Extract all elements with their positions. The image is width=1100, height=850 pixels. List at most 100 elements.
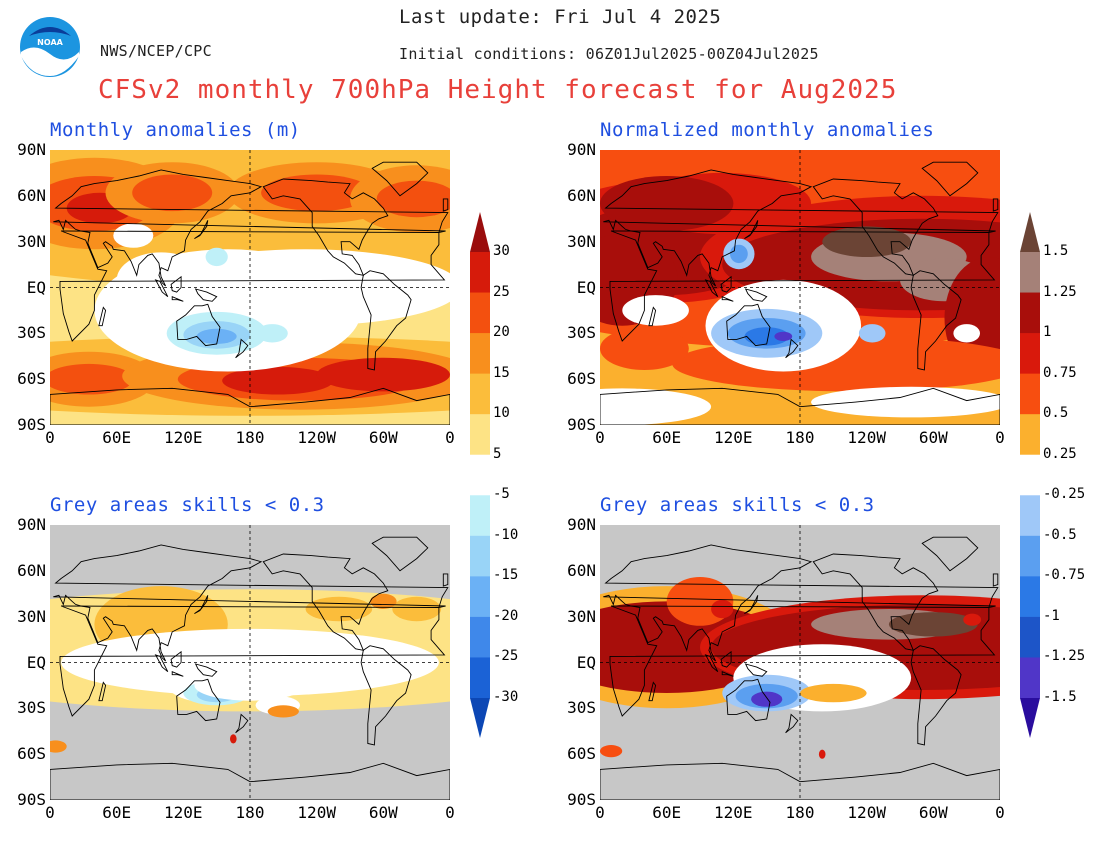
colorbar-swatch: [1020, 454, 1040, 496]
anomaly-contour: [800, 683, 867, 703]
colorbar-swatch: [1020, 495, 1040, 537]
lon-tick-label: 0: [45, 803, 55, 822]
lat-tick-label: 60S: [567, 744, 596, 764]
lon-tick-label: 120E: [714, 428, 753, 447]
colorbar-swatch: [1020, 535, 1040, 577]
lon-tick-label: 0: [595, 803, 605, 822]
coastline: [704, 654, 719, 673]
colorbar-swatch: [1020, 252, 1040, 294]
lon-tick-label: 60W: [368, 428, 398, 447]
colorbar-swatch: [470, 292, 490, 334]
coastline: [744, 288, 768, 302]
lon-tick-label: 180: [785, 428, 815, 447]
colorbar-label: 0.5: [1043, 405, 1069, 422]
anomaly-contour: [132, 174, 213, 212]
colorbar-swatch: [470, 576, 490, 618]
lat-tick-label: EQ: [576, 277, 596, 297]
anomaly-contour: [600, 745, 623, 758]
colorbar-normalized-anomaly: [1020, 212, 1040, 738]
colorbar-swatch: [470, 373, 490, 415]
coastline: [262, 553, 389, 651]
anomaly-contour: [205, 247, 228, 267]
anomaly-contour: [194, 670, 306, 701]
lat-tick-label: 90S: [567, 415, 596, 434]
lat-tick-label: 30N: [17, 231, 46, 251]
coastline: [744, 595, 759, 614]
coastline: [59, 230, 446, 342]
coastline: [992, 198, 999, 212]
anomaly-contour: [751, 691, 783, 707]
colorbar-label: 0.75: [1043, 364, 1077, 381]
lon-tick-label: 180: [785, 803, 815, 822]
anomaly-contour: [822, 226, 912, 257]
colorbar-bottom-arrow: [1020, 698, 1040, 738]
anomaly-contour: [600, 327, 689, 370]
coastline: [59, 605, 446, 717]
anomaly-contour: [811, 386, 1000, 418]
map-panel-monthly-anomalies: [50, 150, 450, 425]
anomaly-contour: [963, 613, 982, 626]
page-title: CFSv2 monthly 700hPa Height forecast for…: [98, 75, 898, 105]
coastline: [910, 645, 962, 746]
colorbar-label: 10: [493, 405, 510, 422]
lat-tick-label: EQ: [26, 277, 46, 297]
coastline: [785, 713, 799, 734]
lon-tick-label: 60W: [368, 803, 398, 822]
anomaly-contour: [267, 705, 299, 718]
anomaly-contour: [50, 740, 67, 753]
anomaly-contour: [888, 612, 978, 637]
map-panel-skill-masked-normalized: [600, 525, 1000, 800]
colorbar-swatch: [470, 535, 490, 577]
lat-tick-label: 90N: [17, 515, 46, 534]
coastline: [194, 288, 218, 302]
anomaly-contour: [744, 327, 789, 346]
coastline: [98, 306, 107, 327]
lat-tick-label: 30N: [567, 231, 596, 251]
colorbar-label: -1.5: [1043, 689, 1077, 705]
coastline: [720, 650, 732, 668]
anomaly-contour: [256, 324, 288, 343]
lat-tick-label: 30N: [567, 606, 596, 626]
colorbar-label: 1: [1043, 324, 1052, 341]
map-panel-normalized-anomalies: [600, 150, 1000, 425]
coastline: [371, 161, 429, 197]
anomaly-contour: [230, 734, 237, 744]
map-panel-skill-masked-anomalies: [50, 525, 450, 800]
coastline: [53, 544, 449, 662]
colorbar-label: 25: [493, 283, 510, 300]
coastline: [921, 161, 979, 197]
coastline: [170, 650, 182, 668]
colorbar-swatch: [1020, 292, 1040, 334]
coastline: [704, 279, 719, 298]
lon-tick-label: 0: [595, 428, 605, 447]
colorbar-label: -5: [493, 486, 510, 503]
lat-tick-label: 30S: [567, 323, 596, 343]
anomaly-contour: [600, 388, 712, 425]
colorbar-label: 1.25: [1043, 283, 1077, 300]
coastline: [235, 713, 249, 734]
coastline: [600, 387, 1000, 425]
coastline: [600, 762, 1000, 800]
lon-tick-label: 0: [445, 428, 455, 447]
colorbar-swatch: [1020, 373, 1040, 415]
coastline: [442, 198, 449, 212]
colorbar-label: -1: [1043, 607, 1060, 624]
anomaly-contour: [50, 363, 134, 395]
anomaly-contour: [305, 596, 373, 622]
colorbar-swatch: [470, 333, 490, 375]
coastline: [176, 678, 221, 722]
coastline: [721, 296, 734, 302]
lon-tick-label: 180: [235, 803, 265, 822]
lon-tick-label: 120W: [297, 428, 336, 447]
colorbar-label: 20: [493, 324, 510, 341]
colorbar-swatch: [470, 414, 490, 456]
coastline: [744, 663, 768, 677]
anomaly-contour: [150, 249, 450, 326]
lat-tick-label: 90N: [567, 140, 596, 159]
coastline: [171, 671, 184, 677]
coastline: [360, 270, 412, 371]
coastline: [785, 338, 799, 359]
lat-tick-label: 90S: [17, 790, 46, 809]
coastline: [170, 275, 182, 293]
initial-conditions: Initial conditions: 06Z01Jul2025-00Z04Ju…: [399, 45, 819, 63]
